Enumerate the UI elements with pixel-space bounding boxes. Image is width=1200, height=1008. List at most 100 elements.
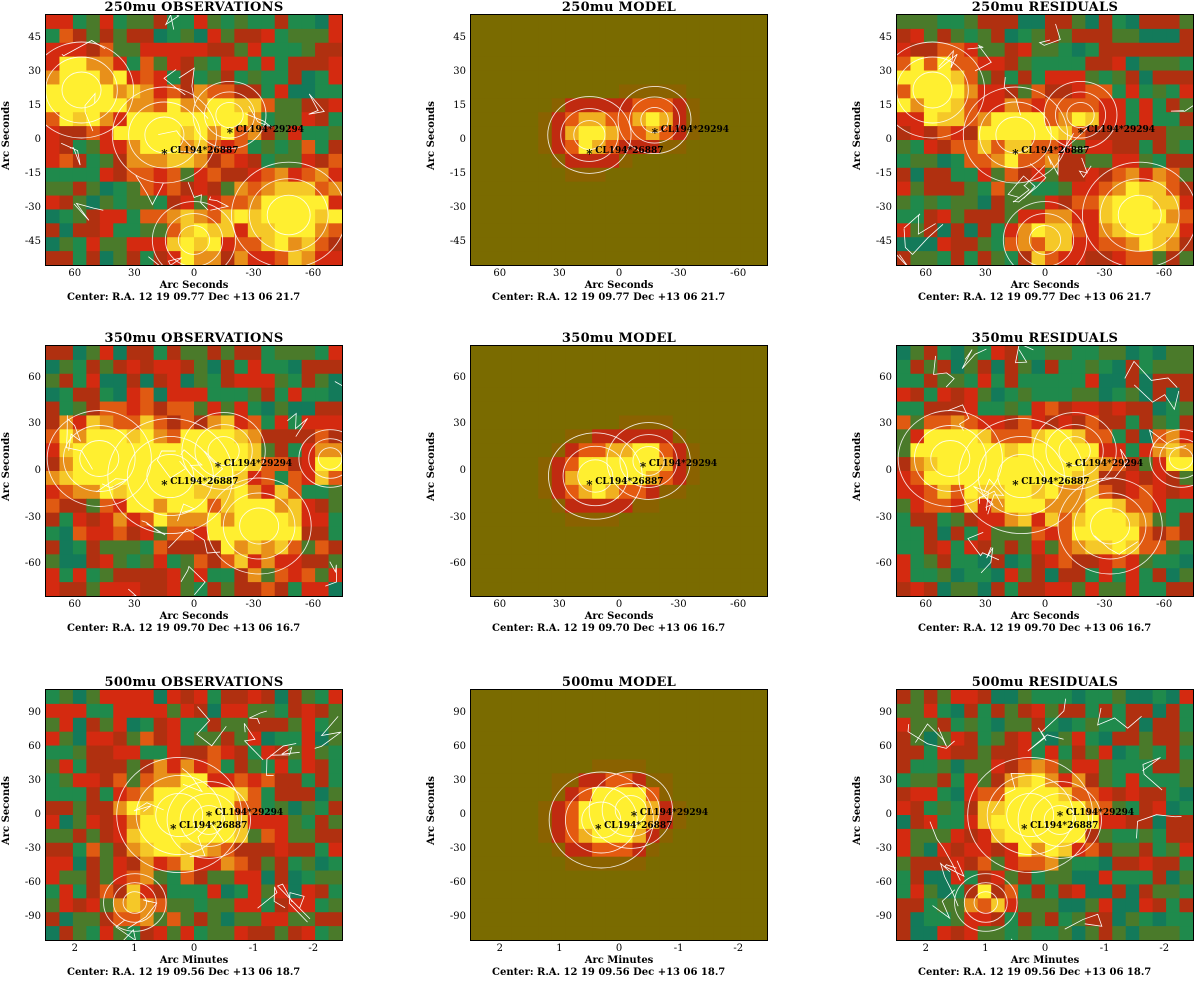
pixel <box>301 457 316 472</box>
pixel <box>1179 251 1193 265</box>
source-marker: * <box>1021 821 1028 836</box>
pixel <box>699 42 714 58</box>
contour <box>208 196 230 211</box>
pixel <box>126 126 141 141</box>
pixel <box>592 153 607 169</box>
pixel <box>740 112 755 127</box>
pixel <box>578 731 593 747</box>
pixel <box>897 443 912 458</box>
pixel <box>1085 443 1100 458</box>
pixel <box>288 209 303 224</box>
pixel <box>113 15 128 30</box>
pixel <box>471 56 486 72</box>
pixel <box>484 415 499 430</box>
pixel <box>1139 815 1154 830</box>
pixel <box>1085 401 1100 417</box>
pixel <box>59 471 74 486</box>
pixel <box>897 415 912 430</box>
pixel <box>897 773 912 788</box>
pixel <box>220 70 235 86</box>
pixel <box>484 56 499 72</box>
pixel <box>1139 237 1154 252</box>
pixel <box>328 195 342 211</box>
pixel <box>126 98 141 113</box>
pixel <box>1071 387 1086 403</box>
pixel <box>1071 498 1086 514</box>
pixel <box>207 801 222 816</box>
pixel <box>484 912 499 927</box>
contour <box>1057 477 1163 575</box>
pixel <box>153 98 168 113</box>
pixel <box>1058 415 1073 430</box>
pixel <box>220 856 235 872</box>
y-tick-label: -60 <box>449 877 466 889</box>
pixel <box>234 457 249 472</box>
pixel <box>72 759 87 774</box>
pixel <box>207 42 222 58</box>
pixel <box>484 373 499 389</box>
pixel <box>207 28 222 44</box>
pixel <box>72 56 87 72</box>
pixel <box>1166 346 1181 361</box>
pixel <box>950 443 965 458</box>
pixel <box>753 912 767 927</box>
pixel <box>72 98 87 113</box>
pixel <box>578 801 593 816</box>
pixel <box>1071 15 1086 30</box>
y-tick-label: -15 <box>24 168 41 180</box>
pixel <box>1004 842 1019 858</box>
pixel <box>194 898 209 913</box>
pixel <box>726 346 741 361</box>
pixel <box>686 884 701 899</box>
pixel <box>910 842 925 858</box>
x-tick-label: 30 <box>553 268 566 279</box>
pixel <box>72 801 87 816</box>
pixel <box>659 70 674 86</box>
pixel <box>605 429 620 444</box>
pixel <box>315 415 330 430</box>
pixel <box>619 237 634 252</box>
pixel <box>578 167 593 183</box>
pixel <box>46 870 61 886</box>
pixel <box>261 815 276 830</box>
pixel <box>511 884 526 899</box>
pixel <box>140 568 155 583</box>
pixel <box>1179 223 1193 238</box>
pixel <box>1004 731 1019 747</box>
pixel <box>46 512 61 528</box>
pixel <box>1031 223 1046 238</box>
pixel <box>964 167 979 183</box>
center-coordinates: Center: R.A. 12 19 09.56 Dec +13 06 18.7 <box>492 967 726 978</box>
pixel <box>99 112 114 127</box>
pixel <box>86 842 101 858</box>
pixel <box>497 429 512 444</box>
y-tick-label: 0 <box>34 809 41 820</box>
pixel <box>247 401 262 417</box>
pixel <box>950 690 965 705</box>
pixel <box>950 842 965 858</box>
pixel <box>726 195 741 211</box>
contour <box>588 771 673 849</box>
pixel <box>1058 870 1073 886</box>
pixel <box>72 898 87 913</box>
pixel <box>99 237 114 252</box>
pixel <box>1112 56 1127 72</box>
pixel <box>740 359 755 375</box>
y-tick-label: -90 <box>875 911 892 923</box>
pixel <box>699 717 714 733</box>
pixel <box>1125 98 1140 113</box>
pixel <box>937 815 952 830</box>
pixel <box>247 209 262 224</box>
pixel <box>551 856 566 872</box>
pixel <box>897 237 912 252</box>
pixel <box>565 112 580 127</box>
pixel <box>659 926 674 940</box>
pixel <box>1018 84 1033 99</box>
pixel <box>274 582 289 596</box>
x-axis-label: Arc Seconds <box>584 280 654 291</box>
pixel <box>726 84 741 99</box>
contour <box>1099 178 1180 252</box>
pixel <box>538 582 553 596</box>
pixel <box>1125 745 1140 761</box>
pixel <box>207 870 222 886</box>
